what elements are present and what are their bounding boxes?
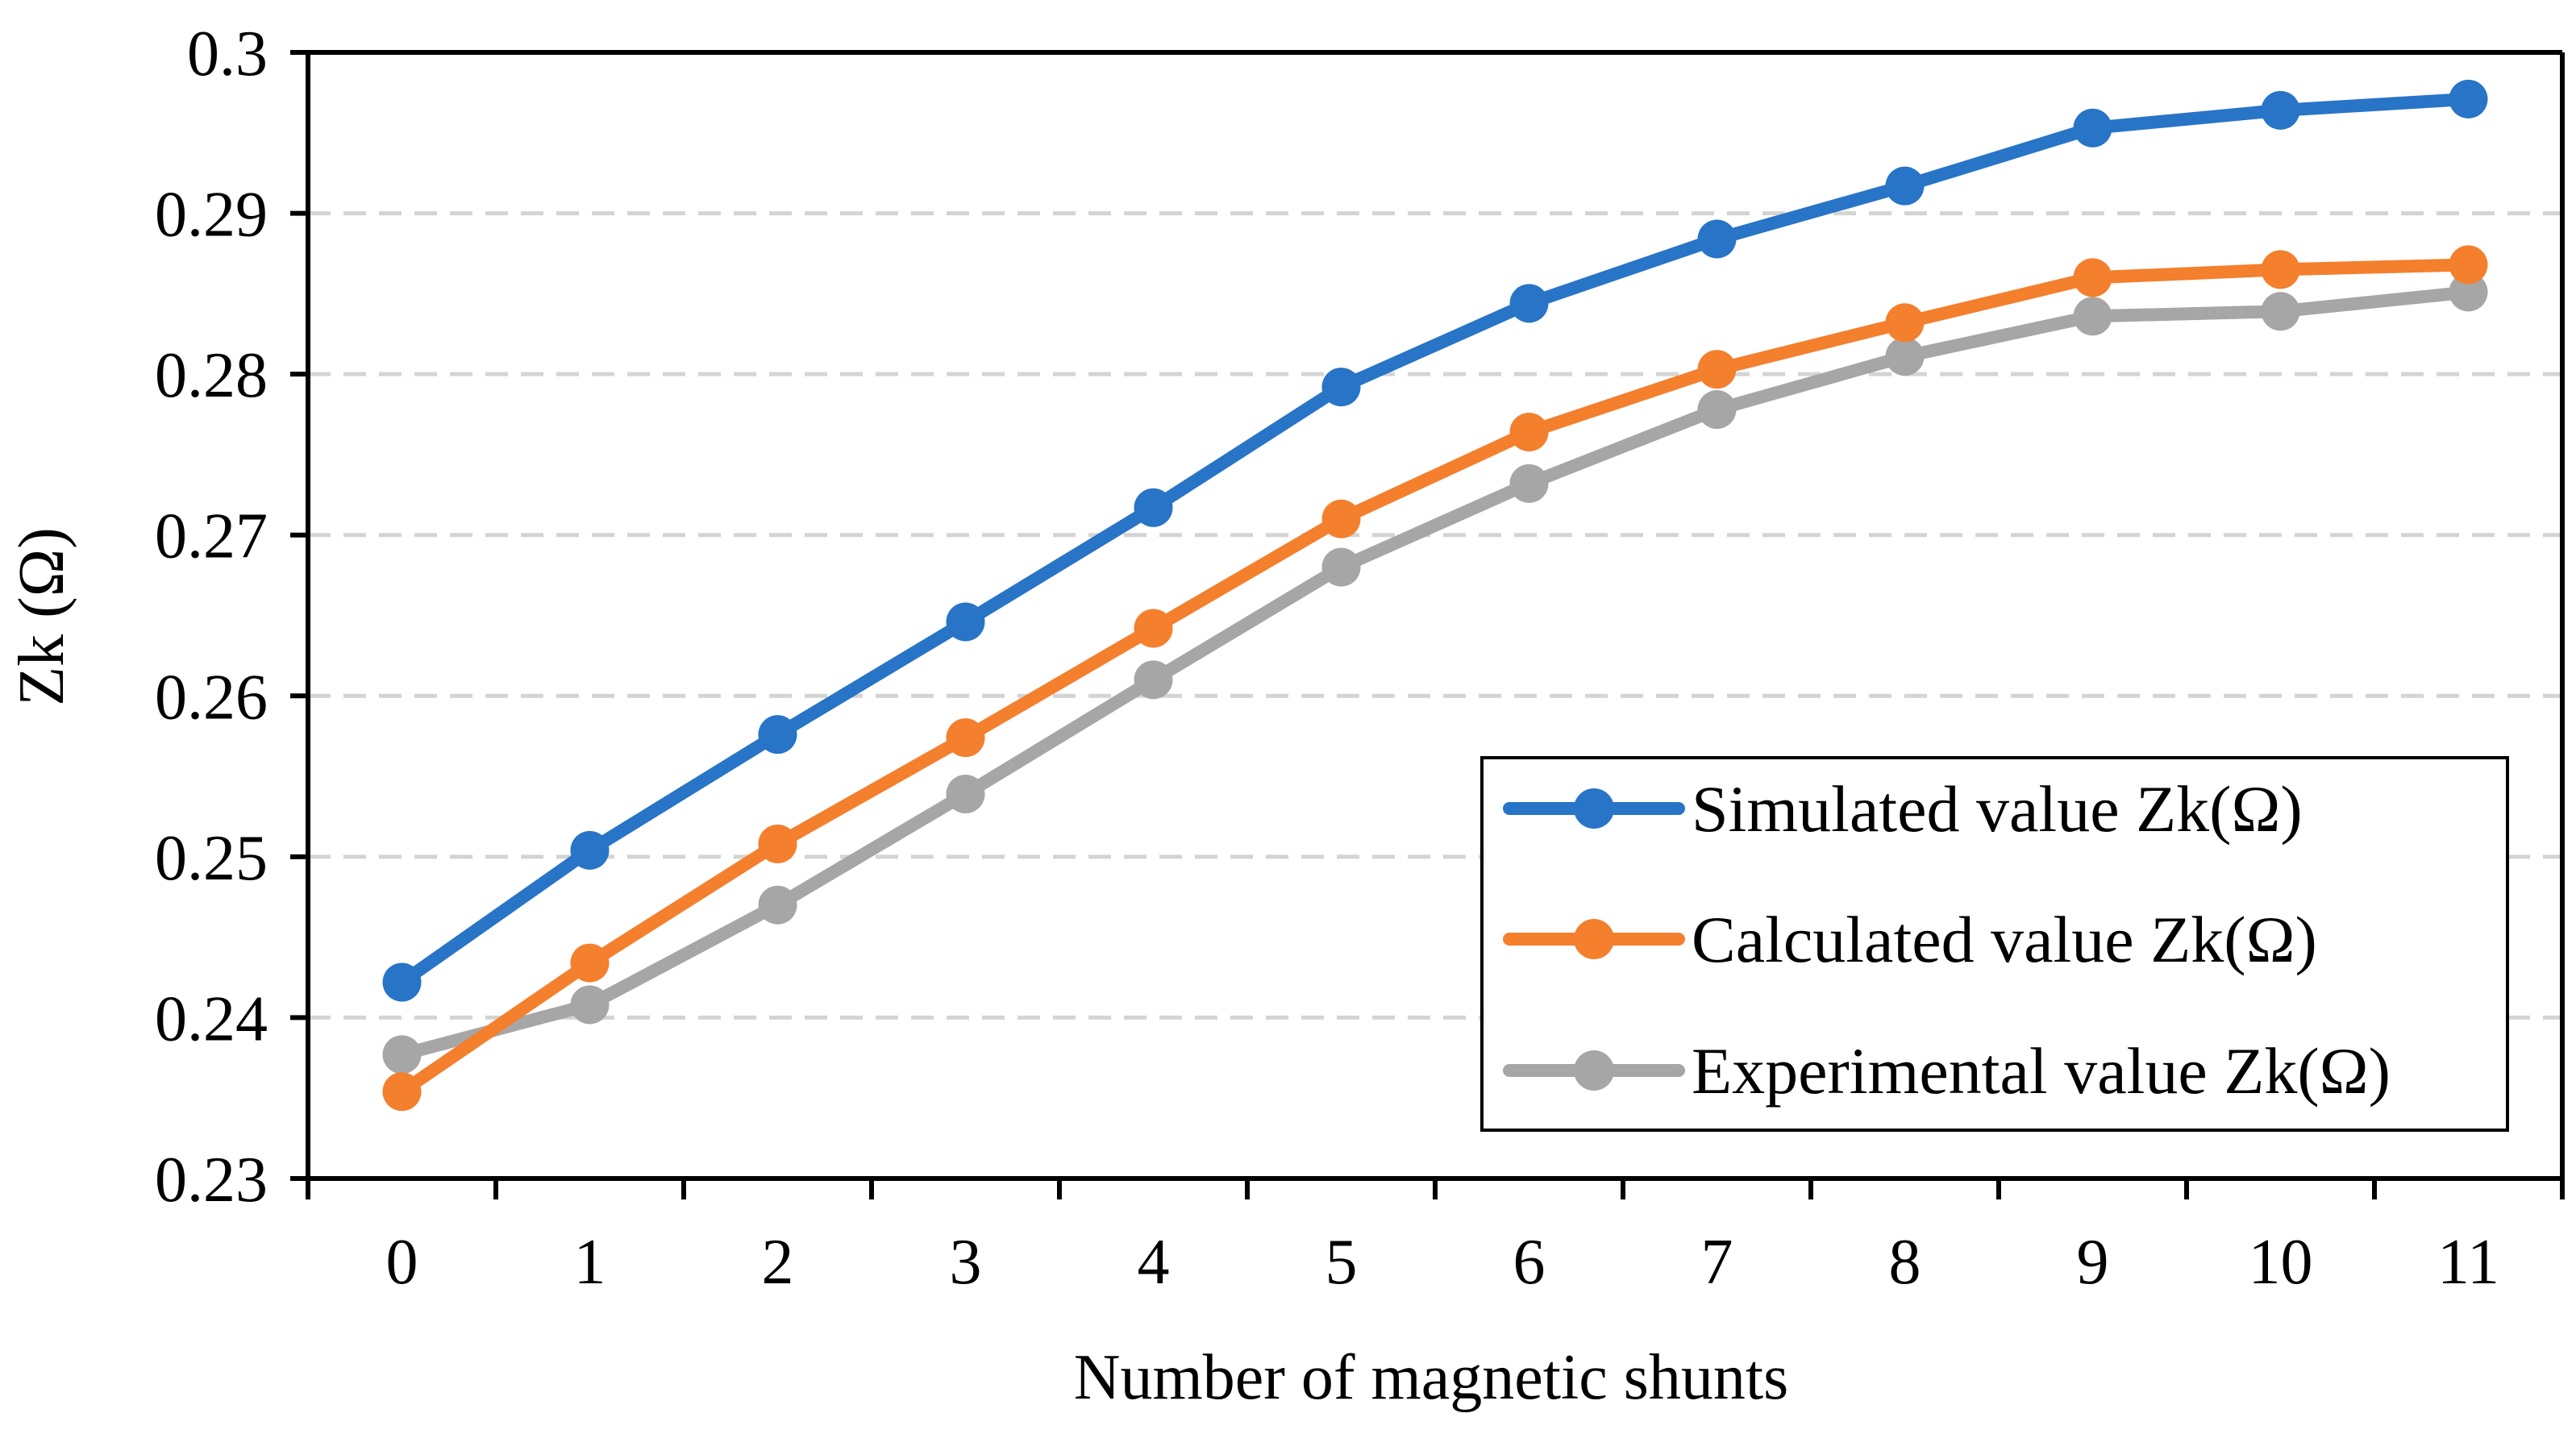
series-line [395,258,2475,1099]
y-tick-label: 0.23 [155,1145,268,1216]
legend-label: Calculated value Zk(Ω) [1692,903,2317,976]
x-axis-title: Number of magnetic shunts [1074,1342,1788,1413]
y-tick-label: 0.25 [155,823,268,894]
y-tick-label: 0.26 [155,662,268,733]
data-point [570,985,610,1025]
data-point [946,602,985,642]
x-tick-labels: 0 1 2 3 4 5 6 7 8 9 10 11 [386,1227,2500,1298]
data-point [1321,499,1361,538]
data-point [2449,79,2488,118]
y-tick-labels: 0.23 0.24 0.25 0.26 0.27 0.28 0.29 0.3 [155,19,268,1216]
grid-lines [308,211,2562,1020]
x-tick-label: 11 [2437,1227,2499,1298]
y-tick-label: 0.3 [187,19,268,89]
data-point [1697,350,1737,389]
y-tick-label: 0.29 [155,180,268,251]
y-tick-label: 0.27 [155,501,268,572]
data-point [2261,292,2300,331]
data-point [382,1072,422,1112]
data-point [2449,272,2488,312]
series-3 [382,272,2488,1075]
legend-label: Simulated value Zk(Ω) [1692,772,2303,846]
data-point [382,962,422,1002]
legend-swatch-marker [1574,788,1614,829]
legend-items: Simulated value Zk(Ω) Calculated value Zk… [1503,772,2391,1108]
legend-item: Simulated value Zk(Ω) [1503,772,2303,846]
data-point [1697,390,1737,430]
data-point [758,885,797,925]
y-axis-title: Zk (Ω) [6,527,77,706]
x-tick-label: 6 [1513,1227,1546,1298]
x-tick-label: 9 [2077,1227,2109,1298]
data-point [1509,464,1549,503]
x-tick-label: 4 [1138,1227,1170,1298]
data-point [1134,660,1173,700]
data-point [2073,258,2112,297]
x-tick-label: 10 [2249,1227,2313,1298]
data-point [1885,303,1925,343]
data-series [382,79,2488,1112]
data-point [1509,284,1549,323]
data-point [1885,337,1925,376]
data-point [382,1035,422,1075]
legend: Simulated value Zk(Ω) Calculated value Zk… [1480,756,2509,1132]
data-point [2073,108,2112,148]
data-point [1509,412,1549,451]
series-line [395,92,2475,989]
data-point [2073,297,2112,336]
x-tick-label: 7 [1701,1227,1733,1298]
data-point [2261,90,2300,130]
series-2 [382,245,2488,1112]
legend-label: Experimental value Zk(Ω) [1692,1034,2391,1108]
series-line [395,285,2475,1062]
x-tick-label: 8 [1889,1227,1921,1298]
x-tick-label: 1 [574,1227,606,1298]
legend-item: Calculated value Zk(Ω) [1503,903,2317,976]
data-point [758,824,797,863]
data-point [1134,609,1173,648]
y-tick-label: 0.28 [155,340,268,411]
data-point [1321,547,1361,587]
data-point [758,715,797,754]
axes [290,50,2565,1199]
data-point [570,830,610,870]
x-tick-label: 2 [762,1227,794,1298]
x-tick-label: 0 [386,1227,418,1298]
legend-item: Experimental value Zk(Ω) [1503,1034,2391,1108]
data-point [570,943,610,983]
data-point [946,775,985,814]
x-tick-label: 3 [950,1227,982,1298]
data-point [946,718,985,758]
data-point [2449,245,2488,285]
data-point [1885,166,1925,206]
legend-swatch-marker [1574,1050,1614,1091]
data-point [1321,368,1361,407]
series-1 [382,79,2488,1002]
data-point [2261,250,2300,289]
x-tick-label: 5 [1325,1227,1358,1298]
y-tick-label: 0.24 [155,983,268,1054]
data-point [1697,219,1737,259]
legend-swatch-marker [1574,919,1614,959]
data-point [1134,488,1173,527]
